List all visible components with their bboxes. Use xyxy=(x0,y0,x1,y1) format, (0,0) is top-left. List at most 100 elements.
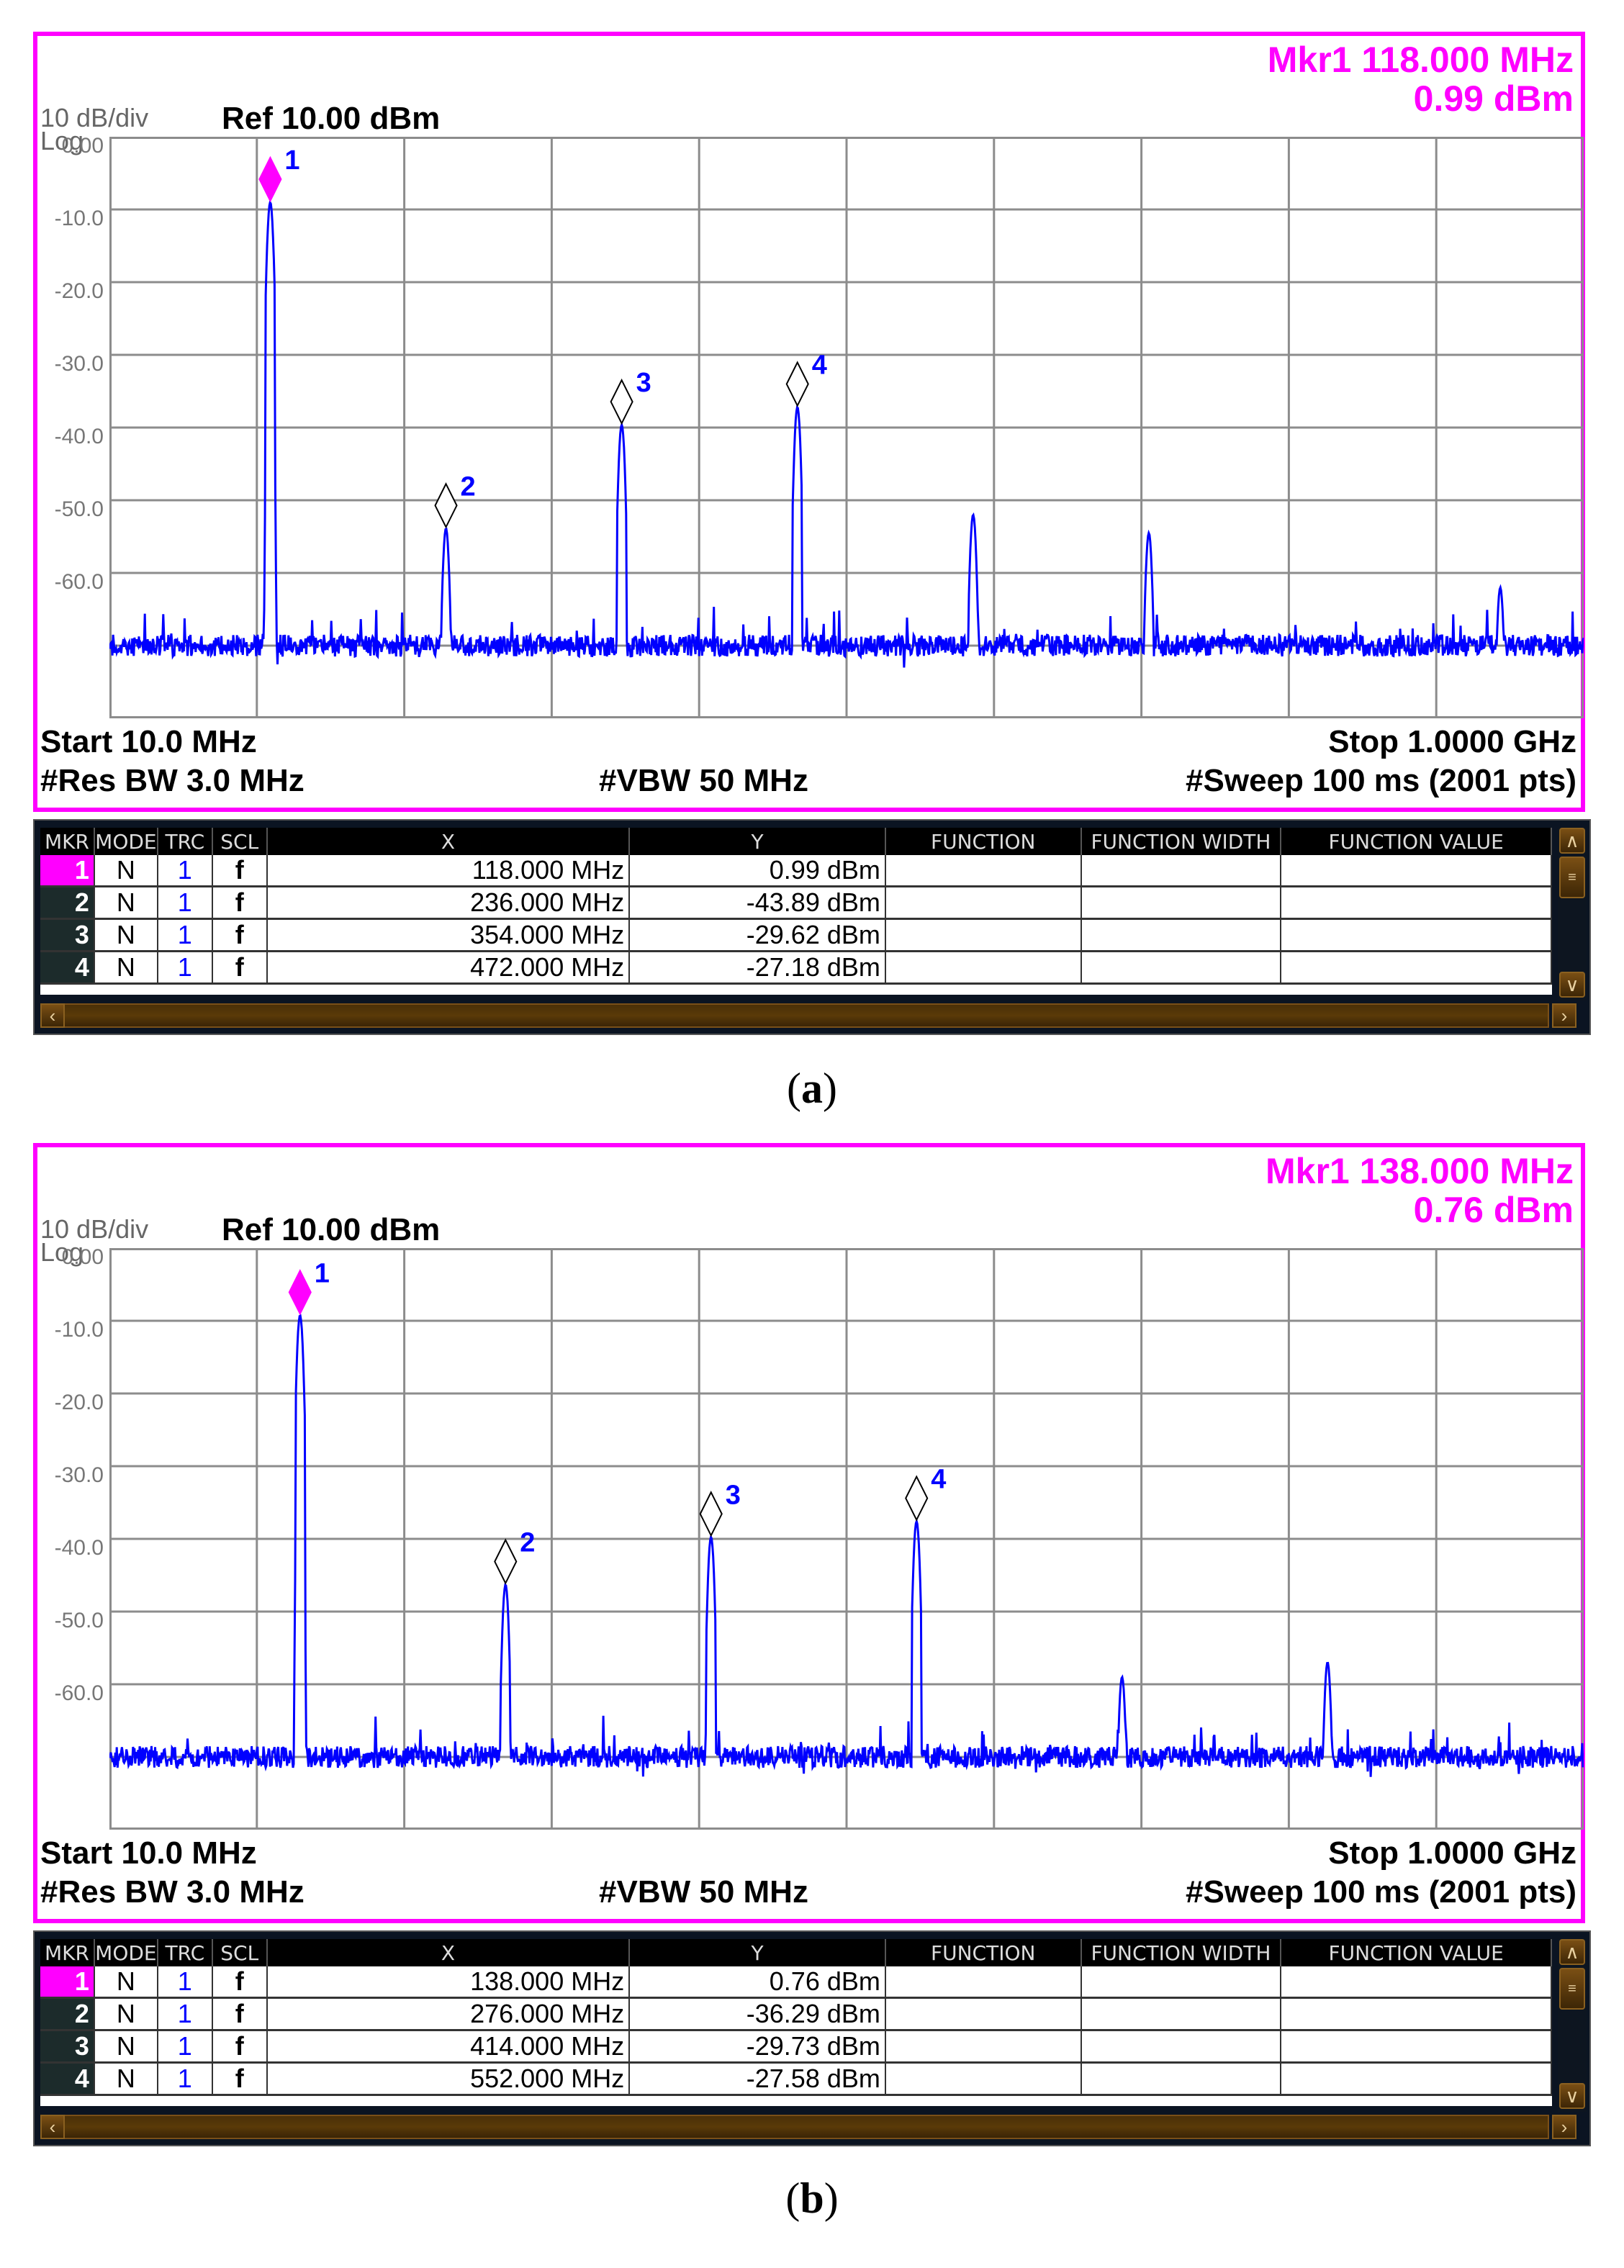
cell-trc: 1 xyxy=(158,2064,213,2094)
cell-function xyxy=(886,2064,1082,2094)
col-mode: MODE xyxy=(95,828,158,855)
marker-table: MKR MODE TRC SCL X Y FUNCTION FUNCTION W… xyxy=(33,1930,1591,2146)
cell-trc: 1 xyxy=(158,952,213,982)
cell-mode: N xyxy=(95,1966,158,1997)
table-row[interactable]: 1 N 1 f 138.000 MHz 0.76 dBm xyxy=(40,1966,1552,1999)
scroll-down-icon[interactable]: ∨ xyxy=(1559,2083,1585,2109)
scroll-right-icon[interactable]: › xyxy=(1552,1003,1576,1028)
cell-mode: N xyxy=(95,2064,158,2094)
y-tick: -30.0 xyxy=(54,352,104,376)
scroll-thumb[interactable]: ≡ xyxy=(1559,1968,1585,2010)
caption-b: (b) xyxy=(785,2174,839,2222)
cell-y: -29.62 dBm xyxy=(630,920,886,950)
cell-function-width xyxy=(1082,887,1282,918)
cell-function xyxy=(886,920,1082,950)
y-tick: -20.0 xyxy=(54,1391,104,1414)
vertical-scrollbar[interactable]: ∧ ≡ ∨ xyxy=(1558,828,1587,1000)
marker-frequency: Mkr1 138.000 MHz xyxy=(1265,1151,1574,1191)
panel-a: Mkr1 118.000 MHz 0.99 dBm 10 dB/div Log … xyxy=(0,32,1624,1039)
svg-text:4: 4 xyxy=(931,1465,946,1495)
cell-function-value xyxy=(1281,2031,1552,2061)
table-row[interactable]: 3 N 1 f 414.000 MHz -29.73 dBm xyxy=(40,2031,1552,2064)
cell-scl: f xyxy=(213,2031,268,2061)
scroll-up-icon[interactable]: ∧ xyxy=(1559,828,1585,854)
cell-function-width xyxy=(1082,920,1282,950)
y-tick: 0.00 xyxy=(61,134,104,158)
table-row[interactable]: 1 N 1 f 118.000 MHz 0.99 dBm xyxy=(40,855,1552,887)
y-tick: -50.0 xyxy=(54,497,104,521)
cell-y: 0.99 dBm xyxy=(630,855,886,885)
spectrum-trace: 1 2 3 4 xyxy=(109,1248,1584,1830)
vertical-scrollbar[interactable]: ∧ ≡ ∨ xyxy=(1558,1939,1587,2112)
svg-text:2: 2 xyxy=(520,1528,535,1558)
cell-function-value xyxy=(1281,952,1552,982)
cell-scl: f xyxy=(213,920,268,950)
horizontal-scrollbar[interactable]: ‹ › xyxy=(40,1003,1576,1028)
caption-a: (a) xyxy=(787,1065,837,1112)
cell-mkr: 2 xyxy=(40,1999,95,2029)
horizontal-scrollbar[interactable]: ‹ › xyxy=(40,2115,1576,2139)
bandwidth-row: #Res BW 3.0 MHz #VBW 50 MHz #Sweep 100 m… xyxy=(40,1874,1576,1910)
spectrum-display: Mkr1 118.000 MHz 0.99 dBm 10 dB/div Log … xyxy=(33,32,1585,812)
col-mkr: MKR xyxy=(40,1939,95,1966)
freq-range-row: Start 10.0 MHz Stop 1.0000 GHz xyxy=(40,724,1576,760)
cell-scl: f xyxy=(213,2064,268,2094)
cell-x: 236.000 MHz xyxy=(268,887,631,918)
table-row[interactable]: 3 N 1 f 354.000 MHz -29.62 dBm xyxy=(40,920,1552,952)
col-function: FUNCTION xyxy=(886,828,1082,855)
scale-label: 10 dB/div xyxy=(40,103,149,132)
cell-y: -36.29 dBm xyxy=(630,1999,886,2029)
svg-text:2: 2 xyxy=(461,471,476,502)
table-row[interactable]: 2 N 1 f 276.000 MHz -36.29 dBm xyxy=(40,1999,1552,2031)
col-function-width: FUNCTION WIDTH xyxy=(1082,828,1282,855)
table-row[interactable]: 4 N 1 f 472.000 MHz -27.18 dBm xyxy=(40,952,1552,985)
marker-amplitude: 0.76 dBm xyxy=(1413,1190,1574,1230)
cell-function-value xyxy=(1281,1999,1552,2029)
res-bw: #Res BW 3.0 MHz xyxy=(40,1874,304,1910)
scroll-up-icon[interactable]: ∧ xyxy=(1559,1939,1585,1965)
cell-function-value xyxy=(1281,1966,1552,1997)
cell-trc: 1 xyxy=(158,920,213,950)
cell-scl: f xyxy=(213,887,268,918)
cell-function xyxy=(886,887,1082,918)
scale-label: 10 dB/div xyxy=(40,1214,149,1244)
col-function-value: FUNCTION VALUE xyxy=(1281,828,1552,855)
col-mkr: MKR xyxy=(40,828,95,855)
svg-text:1: 1 xyxy=(315,1258,330,1288)
cell-y: -27.58 dBm xyxy=(630,2064,886,2094)
cell-y: -29.73 dBm xyxy=(630,2031,886,2061)
svg-text:1: 1 xyxy=(284,145,299,176)
table-header: MKR MODE TRC SCL X Y FUNCTION FUNCTION W… xyxy=(40,1939,1552,1966)
scroll-thumb[interactable]: ≡ xyxy=(1559,857,1585,898)
cell-mode: N xyxy=(95,887,158,918)
scroll-down-icon[interactable]: ∨ xyxy=(1559,972,1585,998)
cell-function-width xyxy=(1082,1999,1282,2029)
cell-mode: N xyxy=(95,920,158,950)
table-row[interactable]: 4 N 1 f 552.000 MHz -27.58 dBm xyxy=(40,2064,1552,2096)
cell-function-width xyxy=(1082,2064,1282,2094)
start-freq: Start 10.0 MHz xyxy=(40,1835,257,1871)
scroll-left-icon[interactable]: ‹ xyxy=(40,2115,65,2139)
col-trc: TRC xyxy=(158,1939,213,1966)
cell-y: -43.89 dBm xyxy=(630,887,886,918)
cell-scl: f xyxy=(213,1999,268,2029)
table-header: MKR MODE TRC SCL X Y FUNCTION FUNCTION W… xyxy=(40,828,1552,855)
cell-x: 276.000 MHz xyxy=(268,1999,631,2029)
stop-freq: Stop 1.0000 GHz xyxy=(1328,1835,1576,1871)
spectrum-display: Mkr1 138.000 MHz 0.76 dBm 10 dB/div Log … xyxy=(33,1143,1585,1923)
cell-function-value xyxy=(1281,887,1552,918)
scroll-left-icon[interactable]: ‹ xyxy=(40,1003,65,1028)
cell-trc: 1 xyxy=(158,1966,213,1997)
y-tick: -30.0 xyxy=(54,1463,104,1487)
table-row[interactable]: 2 N 1 f 236.000 MHz -43.89 dBm xyxy=(40,887,1552,920)
scroll-right-icon[interactable]: › xyxy=(1552,2115,1576,2139)
cell-function-value xyxy=(1281,855,1552,885)
cell-mkr: 4 xyxy=(40,952,95,982)
res-bw: #Res BW 3.0 MHz xyxy=(40,763,304,798)
col-mode: MODE xyxy=(95,1939,158,1966)
y-tick: -50.0 xyxy=(54,1609,104,1632)
log-label: Log xyxy=(40,1237,84,1267)
cell-mkr: 3 xyxy=(40,920,95,950)
